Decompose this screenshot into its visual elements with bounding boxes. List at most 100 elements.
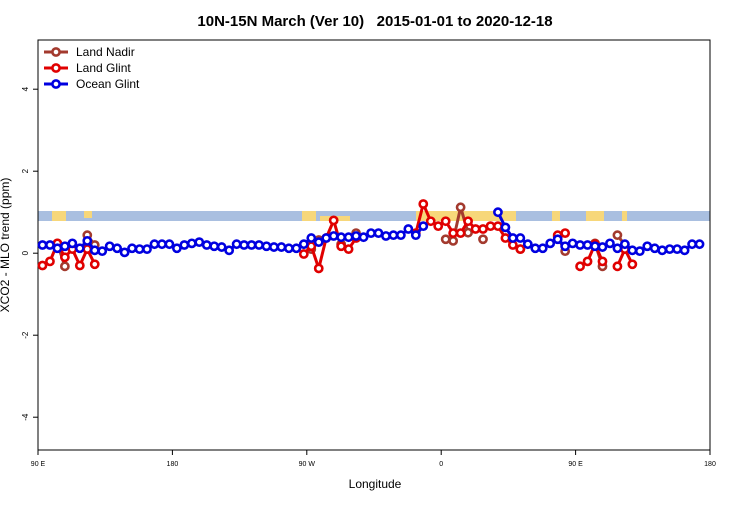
data-point (597, 256, 608, 267)
land-patch (84, 211, 92, 218)
data-point (261, 241, 272, 252)
data-point (388, 230, 399, 241)
data-point (619, 239, 630, 250)
data-point (649, 243, 660, 254)
land-sea-band (38, 211, 710, 221)
data-point (418, 199, 429, 209)
data-point (216, 242, 227, 252)
data-point (679, 245, 690, 256)
data-point (89, 245, 100, 256)
data-point (97, 246, 108, 257)
data-point (276, 242, 287, 252)
data-point (448, 228, 459, 239)
data-point (171, 243, 182, 254)
land-patch (302, 211, 316, 221)
data-point (597, 242, 608, 252)
chart-title: 10N-15N March (Ver 10) 2015-01-01 to 202… (197, 13, 552, 30)
data-point (612, 261, 623, 272)
x-tick-label: 90 E (31, 461, 46, 468)
data-point (336, 241, 347, 252)
data-point (52, 243, 63, 254)
land-patch (52, 211, 66, 221)
x-axis-label: Longitude (349, 477, 402, 491)
data-point (478, 224, 488, 234)
data-point (381, 231, 391, 241)
data-point (37, 260, 48, 271)
data-point (440, 234, 451, 245)
y-tick-label: 0 (21, 250, 30, 255)
data-point (395, 230, 406, 241)
data-point (298, 239, 309, 250)
data-point (298, 249, 309, 259)
data-point (149, 239, 160, 250)
data-point (425, 216, 436, 227)
data-point (313, 237, 324, 248)
data-point (567, 238, 578, 249)
data-point (119, 247, 130, 258)
data-point (590, 241, 600, 252)
data-point (575, 240, 585, 250)
data-point (500, 222, 511, 233)
data-point (582, 240, 593, 250)
data-point (537, 243, 548, 254)
legend-label: Land Glint (76, 61, 131, 75)
data-point (246, 240, 257, 250)
data-point (493, 207, 503, 218)
data-point (373, 228, 384, 239)
data-point (440, 216, 451, 227)
data-point (515, 244, 526, 254)
data-point (455, 228, 466, 239)
data-point (672, 244, 683, 254)
data-point (575, 261, 585, 272)
data-point (239, 240, 249, 250)
data-point (194, 237, 205, 248)
data-point (164, 239, 175, 250)
data-point (343, 232, 354, 243)
data-point (560, 241, 571, 252)
data-point (470, 224, 481, 234)
data-point (127, 243, 137, 254)
data-point (231, 239, 242, 250)
land-patch (552, 211, 560, 221)
data-point (74, 243, 85, 254)
data-point (522, 239, 533, 250)
data-point (74, 260, 85, 271)
data-point (366, 228, 376, 239)
data-point (343, 244, 354, 254)
legend-marker (51, 47, 61, 57)
data-point (306, 233, 317, 243)
ocean-band (38, 211, 710, 221)
data-point (351, 231, 361, 241)
data-point (500, 233, 511, 243)
land-patch (622, 211, 627, 221)
data-point (455, 202, 466, 213)
data-point (269, 242, 279, 252)
data-point (45, 240, 55, 250)
data-point (605, 238, 615, 249)
x-tick-label: 180 (167, 461, 179, 468)
data-point (560, 228, 571, 239)
data-point (358, 232, 369, 243)
x-tick-label: 180 (704, 461, 716, 468)
data-point (410, 230, 421, 241)
data-point (612, 243, 623, 254)
data-point (82, 244, 93, 254)
data-point (112, 243, 123, 254)
data-point (493, 221, 503, 232)
y-tick-label: -2 (21, 331, 30, 339)
data-point (433, 221, 444, 232)
data-point (530, 243, 541, 254)
data-point (59, 252, 70, 263)
data-point (418, 221, 429, 232)
data-point (186, 238, 197, 249)
data-point (321, 233, 332, 243)
data-point (134, 244, 145, 254)
data-point (313, 263, 324, 274)
data-point (291, 243, 302, 254)
data-point (448, 235, 459, 246)
data-point (687, 239, 697, 250)
data-point (306, 241, 317, 252)
legend-marker (51, 63, 61, 73)
data-point (89, 259, 100, 270)
